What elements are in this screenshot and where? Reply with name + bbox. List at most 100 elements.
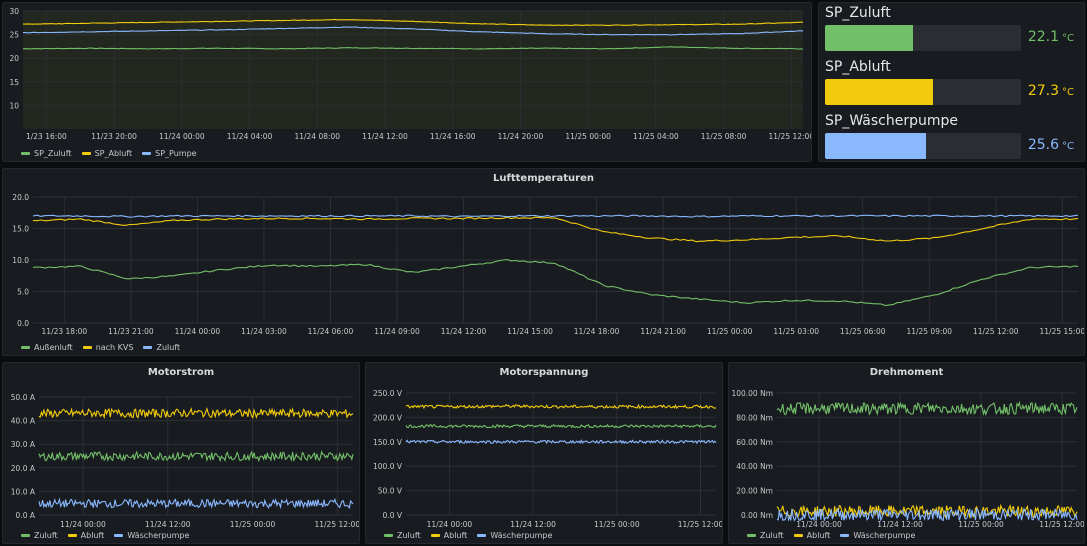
y-tick-label: 40.0 A bbox=[11, 417, 36, 426]
x-tick-label: 11/24 21:00 bbox=[640, 327, 686, 336]
panel-title: Lufttemperaturen bbox=[493, 173, 594, 184]
y-tick-label: 30 bbox=[9, 7, 19, 16]
y-tick-label: 20.0 bbox=[12, 193, 29, 202]
legend-abluft[interactable]: Abluft bbox=[67, 531, 104, 540]
legend-waescherpumpe[interactable]: Wäscherpumpe bbox=[477, 531, 552, 540]
legend-zuluft[interactable]: Zuluft bbox=[143, 343, 180, 352]
y-tick-label: 0.00 Nm bbox=[741, 511, 773, 520]
x-tick-label: 11/24 06:00 bbox=[308, 327, 354, 336]
gauge-sp-zuluft: SP_Zuluft 22.1 °C bbox=[825, 5, 1078, 55]
legend-abluft[interactable]: Abluft bbox=[430, 531, 467, 540]
motorspannung-panel[interactable]: Motorspannung 0.0 V 50.0 V 100.0 V 150.0 V 2… bbox=[365, 362, 723, 544]
x-tick-label: 11/24 12:00 bbox=[877, 520, 923, 529]
y-tick-label: 25 bbox=[9, 31, 19, 40]
series-line-sp_abluft bbox=[23, 18, 803, 26]
drehmoment-panel[interactable]: Drehmoment 0.00 Nm 20.00 Nm 40.00 Nm 60.00 … bbox=[728, 362, 1085, 544]
y-tick-label: 10.0 bbox=[12, 256, 29, 265]
sp-trend-panel[interactable]: 10 15 20 25 30 1/23 16:00 11/23 20:00 11/24 00:… bbox=[2, 2, 812, 162]
legend-waescherpumpe[interactable]: Wäscherpumpe bbox=[114, 531, 189, 540]
series-line-wäscherpumpe bbox=[776, 507, 1078, 522]
x-tick-label: 11/24 09:00 bbox=[374, 327, 420, 336]
x-tick-label: 11/25 06:00 bbox=[840, 327, 886, 336]
series-line-außenluft bbox=[32, 259, 1079, 307]
y-tick-label: 150.0 V bbox=[373, 438, 403, 447]
x-tick-label: 11/25 12:00 bbox=[768, 132, 812, 141]
legend-zuluft[interactable]: Zuluft bbox=[384, 531, 421, 540]
x-tick-label: 11/25 08:00 bbox=[701, 132, 747, 141]
x-tick-label: 11/25 00:00 bbox=[707, 327, 753, 336]
legend-abluft[interactable]: Abluft bbox=[793, 531, 830, 540]
x-tick-label: 11/25 15:00 bbox=[1040, 327, 1085, 336]
series-line-zuluft bbox=[776, 400, 1078, 417]
series-line-zuluft bbox=[32, 214, 1079, 218]
y-tick-label: 50.0 A bbox=[11, 393, 36, 402]
legend-zuluft[interactable]: Zuluft bbox=[747, 531, 784, 540]
y-tick-label: 10.0 A bbox=[11, 487, 36, 496]
motorstrom-panel[interactable]: Motorstrom 0.0 A 10.0 A 20.0 A 30.0 A 40.0 A… bbox=[2, 362, 360, 544]
y-tick-label: 100.00 Nm bbox=[731, 389, 773, 398]
x-tick-label: 11/25 00:00 bbox=[594, 520, 640, 529]
legend-waescherpumpe[interactable]: Wäscherpumpe bbox=[840, 531, 915, 540]
legend-nach-kvs[interactable]: nach KVS bbox=[82, 343, 133, 352]
x-tick-label: 11/24 16:00 bbox=[430, 132, 476, 141]
y-tick-label: 15.0 bbox=[12, 225, 29, 234]
gauge-name: SP_Abluft bbox=[825, 59, 891, 75]
x-tick-label: 11/25 03:00 bbox=[773, 327, 819, 336]
y-tick-label: 200.0 V bbox=[373, 413, 403, 422]
gauge-value: 22.1 °C bbox=[1027, 29, 1074, 45]
motorstrom-chart[interactable]: 0.0 A 10.0 A 20.0 A 30.0 A 40.0 A 50.0 A 11/24… bbox=[3, 363, 360, 531]
x-tick-label: 11/23 18:00 bbox=[42, 327, 88, 336]
y-tick-label: 0.0 V bbox=[383, 511, 403, 520]
y-tick-label: 5.0 bbox=[17, 288, 29, 297]
gauge-value: 27.3 °C bbox=[1027, 83, 1074, 99]
y-tick-label: 0.0 A bbox=[16, 511, 36, 520]
sp-trend-chart[interactable]: 10 15 20 25 30 1/23 16:00 11/23 20:00 11/24 00:… bbox=[3, 3, 812, 143]
x-tick-label: 11/24 12:00 bbox=[362, 132, 408, 141]
y-tick-label: 20 bbox=[9, 54, 19, 63]
x-tick-label: 11/25 04:00 bbox=[633, 132, 679, 141]
gauge-track bbox=[825, 25, 1021, 51]
motorspannung-chart[interactable]: 0.0 V 50.0 V 100.0 V 150.0 V 200.0 V 250.0 V 1… bbox=[366, 363, 723, 531]
lufttemperaturen-legend: Außenluft nach KVS Zuluft bbox=[21, 343, 180, 352]
series-line-zuluft bbox=[405, 423, 717, 429]
series-line-nach kvs bbox=[32, 216, 1079, 243]
sp-trend-legend: SP_Zuluft SP_Abluft SP_Pumpe bbox=[21, 149, 197, 158]
motorspannung-legend: Zuluft Abluft Wäscherpumpe bbox=[384, 531, 552, 540]
x-tick-label: 11/24 12:00 bbox=[441, 327, 487, 336]
panel-title: Motorspannung bbox=[499, 367, 589, 378]
x-tick-label: 11/24 15:00 bbox=[507, 327, 553, 336]
lufttemperaturen-chart[interactable]: 0.0 5.0 10.0 15.0 20.0 11/23 18:00 11/23 21:00… bbox=[3, 169, 1085, 341]
series-line-zuluft bbox=[38, 450, 354, 463]
y-tick-label: 100.0 V bbox=[373, 462, 403, 471]
legend-sp-pumpe[interactable]: SP_Pumpe bbox=[142, 149, 197, 158]
x-tick-label: 11/25 12:00 bbox=[973, 327, 1019, 336]
y-tick-label: 0.0 bbox=[17, 319, 29, 328]
series-line-abluft bbox=[38, 406, 354, 420]
legend-zuluft[interactable]: Zuluft bbox=[21, 531, 58, 540]
legend-sp-abluft[interactable]: SP_Abluft bbox=[81, 149, 132, 158]
y-tick-label: 40.00 Nm bbox=[736, 462, 773, 471]
gauge-fill bbox=[825, 133, 926, 159]
series-line-wäscherpumpe bbox=[38, 497, 354, 510]
x-tick-label: 1/23 16:00 bbox=[26, 132, 67, 141]
gauge-sp-waescherpumpe: SP_Wäscherpumpe 25.6 °C bbox=[825, 113, 1078, 161]
y-tick-label: 30.0 A bbox=[11, 440, 36, 449]
lufttemperaturen-panel[interactable]: Lufttemperaturen 0.0 5.0 10.0 15.0 20.0 11/23… bbox=[2, 168, 1085, 356]
y-tick-label: 15 bbox=[9, 78, 19, 87]
y-tick-label: 10 bbox=[9, 101, 19, 110]
y-tick-label: 20.00 Nm bbox=[736, 487, 773, 496]
x-tick-label: 11/25 00:00 bbox=[958, 520, 1004, 529]
x-tick-label: 11/24 00:00 bbox=[175, 327, 221, 336]
drehmoment-chart[interactable]: 0.00 Nm 20.00 Nm 40.00 Nm 60.00 Nm 80.00 Nm 1… bbox=[729, 363, 1085, 531]
legend-sp-zuluft[interactable]: SP_Zuluft bbox=[21, 149, 72, 158]
y-tick-label: 250.0 V bbox=[373, 389, 403, 398]
x-tick-label: 11/25 00:00 bbox=[230, 520, 276, 529]
x-tick-label: 11/24 12:00 bbox=[510, 520, 556, 529]
series-line-abluft bbox=[776, 503, 1078, 519]
motorstrom-legend: Zuluft Abluft Wäscherpumpe bbox=[21, 531, 189, 540]
sp-gauges-panel[interactable]: SP_Zuluft 22.1 °C SP_Abluft 27.3 °C SP_Wäs… bbox=[818, 2, 1085, 162]
legend-aussenluft[interactable]: Außenluft bbox=[21, 343, 73, 352]
series-line-sp_pumpe bbox=[23, 26, 804, 36]
x-tick-label: 11/25 12:00 bbox=[1039, 520, 1085, 529]
panel-title: Drehmoment bbox=[869, 367, 944, 378]
